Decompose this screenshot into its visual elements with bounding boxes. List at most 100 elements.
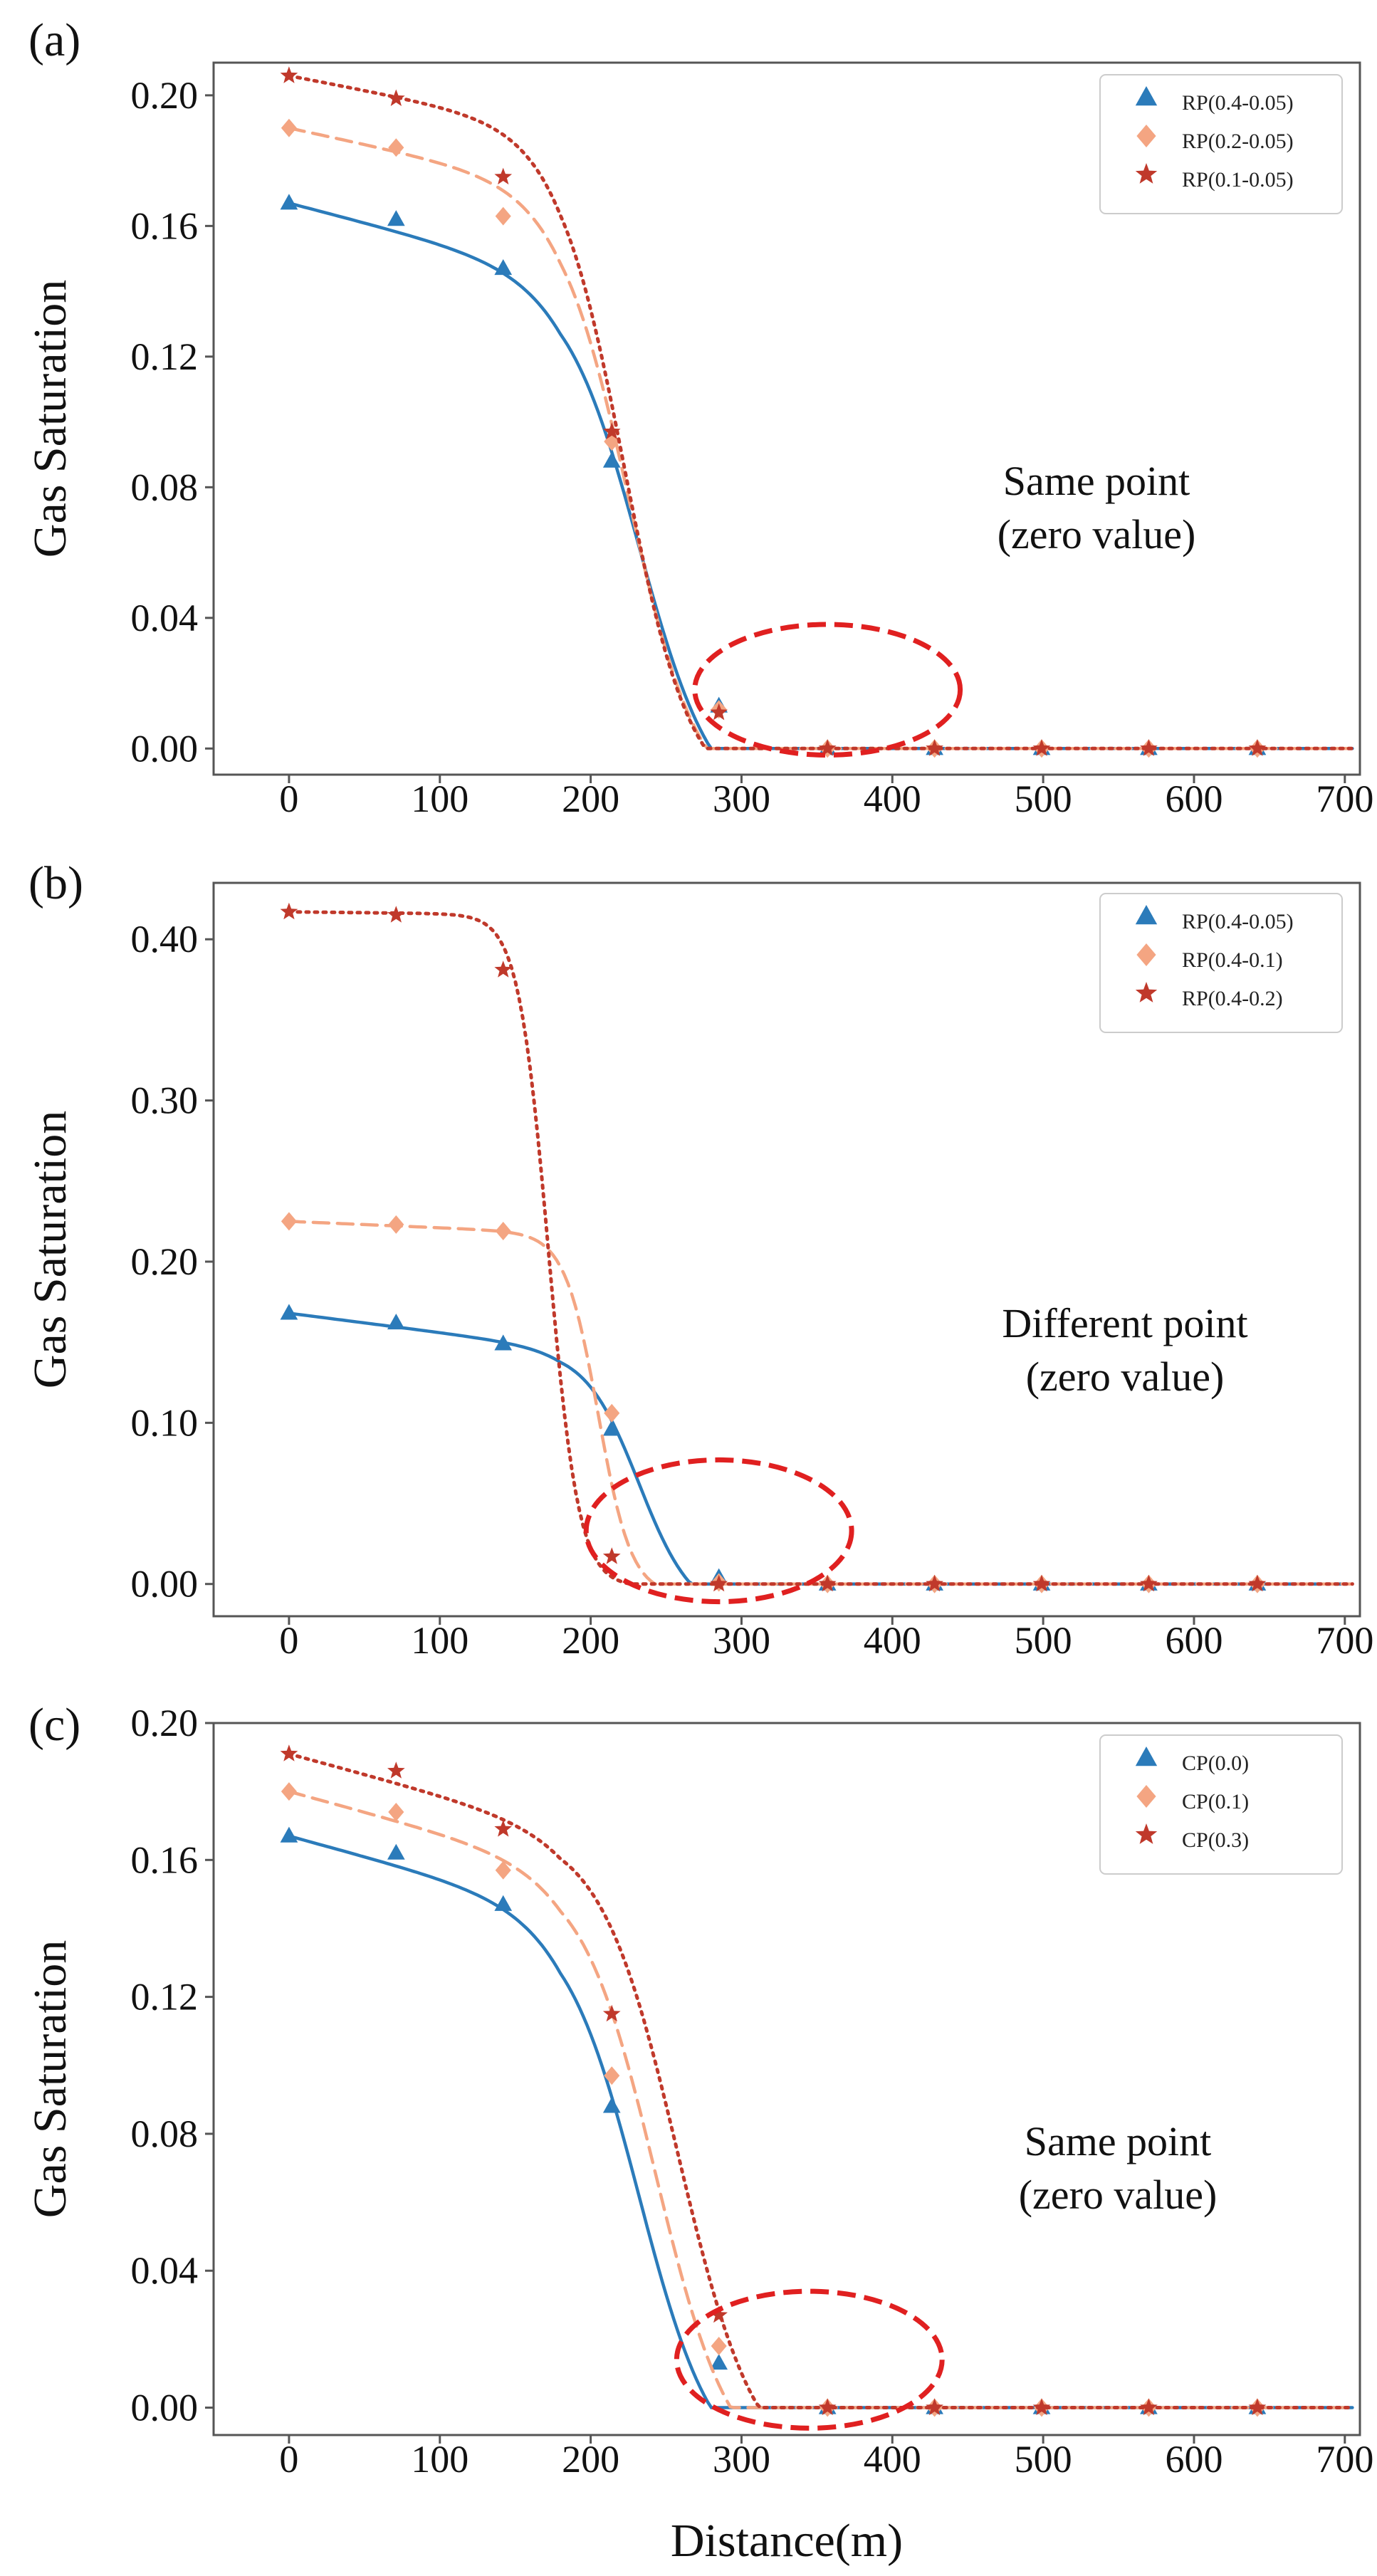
- panel-b-series-line-3: [287, 910, 1354, 1586]
- panel-b-x-tick-label: 200: [562, 1619, 619, 1662]
- panel-b-y-tick-label: 0.00: [131, 1563, 199, 1606]
- panel-b-series-3-point: [818, 1574, 837, 1592]
- panel-a-label: (a): [28, 14, 80, 66]
- panel-c-frame: [212, 1722, 1361, 2436]
- panel-b-x-tick-label: 400: [864, 1619, 921, 1662]
- panel-a-series-2-point: [495, 206, 511, 226]
- panel-a-series-3-point: [602, 422, 621, 439]
- panel-a: (a) Gas Saturation Same point (zero valu…: [24, 14, 1373, 820]
- panel-a-series-3-point: [387, 89, 405, 106]
- legend-c-entry-0: CP(0.0): [1182, 1752, 1249, 1775]
- legend-b-entry-2: RP(0.4-0.2): [1182, 987, 1283, 1010]
- panel-b-series-3-point: [280, 902, 298, 920]
- panel-a-x-tick-label: 300: [713, 777, 770, 820]
- panel-a-y-tick-label: 0.12: [131, 335, 199, 378]
- panel-a-annotation-line1: Same point: [1003, 458, 1190, 504]
- legend-b-entry-1: RP(0.4-0.1): [1182, 948, 1283, 972]
- panel-a-series-3-point: [1140, 739, 1158, 756]
- panel-c-series-1-point: [387, 1843, 405, 1860]
- panel-c-series-2-point: [495, 1860, 511, 1880]
- panel-a-series-1-point: [387, 210, 405, 226]
- legend-b-marker-3: [1135, 982, 1158, 1002]
- panel-c-series-2-point: [281, 1782, 297, 1801]
- legend-c-marker-2: [1136, 1785, 1156, 1808]
- panel-c-annotation-line1: Same point: [1025, 2118, 1212, 2164]
- panel-b-series-1-point: [602, 1420, 621, 1436]
- panel-b-series-3-point: [602, 1547, 621, 1564]
- panel-c-legend-box: [1099, 1734, 1343, 1875]
- panel-b-x-tick-label: 700: [1316, 1619, 1373, 1662]
- panel-c-series-3-point: [1248, 2398, 1267, 2416]
- legend-a-marker-1: [1135, 86, 1158, 106]
- panel-b-series-3-point: [1032, 1574, 1051, 1592]
- panel-c-series-2-point: [388, 1803, 404, 1821]
- legend-c-entry-1: CP(0.1): [1182, 1790, 1249, 1813]
- panel-b-series-2-point: [281, 1212, 297, 1231]
- panel-c: (c) Gas Saturation Same point (zero valu…: [24, 1699, 1373, 2481]
- panel-c-y-tick-label: 0.20: [131, 1702, 199, 1744]
- legend-c-marker-3: [1135, 1823, 1158, 1844]
- panel-b-series-3-point: [494, 960, 513, 978]
- panel-a-x-tick-label: 400: [864, 777, 921, 820]
- panel-b-series-3-point: [926, 1574, 943, 1592]
- panel-b-series-2-point: [388, 1215, 404, 1234]
- legend-c-entry-2: CP(0.3): [1182, 1828, 1249, 1852]
- panel-a-legend-box: [1099, 74, 1343, 214]
- panel-b-series-2-point: [495, 1221, 511, 1240]
- panel-a-series-3-point: [926, 739, 943, 756]
- panel-b-series-1-point: [387, 1314, 405, 1330]
- panel-b-series-3-point: [387, 906, 405, 923]
- panel-c-highlight-ellipse: [674, 2288, 945, 2431]
- panel-c-y-tick-label: 0.16: [131, 1838, 199, 1881]
- panel-a-y-tick-label: 0.04: [131, 597, 199, 639]
- panel-c-series-1-point: [280, 1826, 298, 1843]
- panel-c-series-3-point: [1140, 2398, 1158, 2416]
- panel-c-y-tick-label: 0.04: [131, 2249, 199, 2292]
- panel-a-highlight-ellipse: [692, 622, 963, 758]
- panel-c-y-axis-title: Gas Saturation: [24, 1940, 76, 2218]
- panel-c-series-1-point: [602, 2097, 621, 2113]
- legend-a-marker-3: [1135, 163, 1158, 184]
- panel-a-series-line-3: [287, 73, 1354, 750]
- panel-b-frame: [212, 881, 1361, 1618]
- panel-c-x-tick-label: 100: [411, 2438, 468, 2481]
- panel-c-x-tick-label: 600: [1165, 2438, 1222, 2481]
- panel-a-series-1-point: [494, 258, 513, 276]
- panel-b-annotation-line1: Different point: [1002, 1300, 1247, 1346]
- panel-c-x-tick-label: 0: [279, 2438, 298, 2481]
- panel-a-x-tick-label: 600: [1165, 777, 1222, 820]
- panel-b-legend: RP(0.4-0.05) RP(0.4-0.1) RP(0.4-0.2): [1099, 893, 1343, 1033]
- panel-c-x-tick-label: 500: [1015, 2438, 1072, 2481]
- panel-a-series-3-point: [280, 66, 298, 83]
- panel-b-label: (b): [28, 857, 83, 909]
- panel-c-series-line-3: [287, 1752, 1354, 2409]
- panel-c-x-tick-label: 700: [1316, 2438, 1373, 2481]
- panel-c-y-tick-label: 0.12: [131, 1976, 199, 2019]
- panel-a-x-tick-label: 100: [411, 777, 468, 820]
- panel-b-series-2-point: [604, 1403, 620, 1423]
- panel-a-y-tick-label: 0.16: [131, 204, 199, 247]
- panel-b-x-tick-label: 600: [1165, 1619, 1222, 1662]
- panel-c-series-3-point: [387, 1761, 405, 1779]
- panel-a-series-3-point: [494, 167, 513, 185]
- panel-c-series-3-point: [818, 2398, 837, 2416]
- panel-c-x-tick-label: 300: [713, 2438, 770, 2481]
- x-axis-title: Distance(m): [671, 2515, 903, 2567]
- panel-a-series-2-point: [388, 138, 404, 157]
- panel-a-series-3-point: [1248, 739, 1267, 756]
- panel-c-label: (c): [28, 1699, 80, 1751]
- panel-a-series-3-point: [710, 703, 728, 721]
- panel-b-annotation-line2: (zero value): [1026, 1354, 1225, 1400]
- panel-c-series-2-point: [604, 2066, 620, 2085]
- panel-c-series-3-point: [280, 1744, 298, 1761]
- panel-c-series-3-point: [602, 2004, 621, 2022]
- legend-b-marker-2: [1136, 943, 1156, 966]
- panel-b-legend-box: [1099, 893, 1343, 1033]
- panel-b-series-3-point: [710, 1574, 728, 1592]
- legend-b-entry-0: RP(0.4-0.05): [1182, 910, 1294, 933]
- panel-c-series-3-point: [494, 1820, 513, 1837]
- panel-c-series-3-point: [926, 2398, 943, 2416]
- panel-a-x-tick-label: 200: [562, 777, 619, 820]
- legend-b-marker-1: [1135, 905, 1158, 925]
